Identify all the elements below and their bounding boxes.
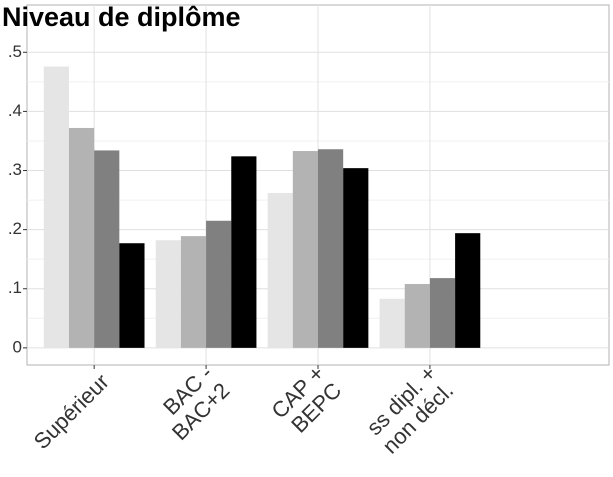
x-tick-label: ss dipl. +non décl. xyxy=(360,360,458,458)
x-tick-label: BAC -BAC+2 xyxy=(150,360,235,445)
bar xyxy=(180,236,207,348)
bar xyxy=(292,151,318,348)
y-tick-label: .1 xyxy=(8,278,22,297)
x-tick-label: CAP +BEPC xyxy=(266,360,346,440)
bar xyxy=(68,127,95,348)
bar xyxy=(379,298,405,348)
y-tick-label: .3 xyxy=(8,160,22,179)
bar xyxy=(155,240,181,348)
chart-title: Niveau de diplôme xyxy=(2,2,241,32)
bar xyxy=(267,192,293,348)
x-tick-label: Supérieur xyxy=(29,369,114,454)
bar xyxy=(429,278,456,348)
bar xyxy=(343,168,369,348)
y-tick-label: 0 xyxy=(13,337,22,356)
bar xyxy=(119,243,145,348)
y-tick-label: .5 xyxy=(8,42,22,61)
bar xyxy=(318,149,344,348)
bar xyxy=(43,66,69,348)
bar xyxy=(206,220,232,348)
y-tick-label: .4 xyxy=(8,101,22,120)
bar xyxy=(94,150,120,348)
marks xyxy=(43,66,481,348)
bar xyxy=(231,156,257,348)
y-tick-label: .2 xyxy=(8,219,22,238)
bar xyxy=(455,233,481,348)
bar xyxy=(404,284,430,348)
